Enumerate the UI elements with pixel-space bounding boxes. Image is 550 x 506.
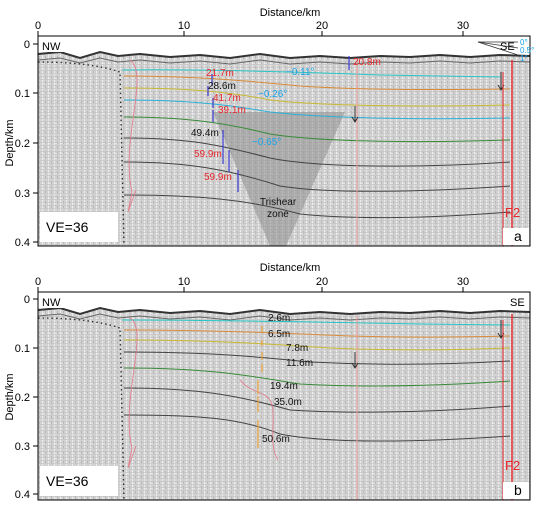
panel-a-horizon [123, 87, 511, 107]
panel-b-ve-label: VE=36 [46, 473, 89, 489]
trishear-zone-label: Trishear [260, 197, 297, 208]
x-tick-label: 30 [457, 20, 469, 32]
dip-legend-line [477, 41, 519, 49]
dip-legend-label: 1° [520, 54, 528, 63]
panel-b-horizon [123, 414, 511, 442]
panel-b-seafloor-echo [37, 313, 531, 321]
panel-b-y-axis-title: Depth/km [4, 373, 16, 420]
panel-a-horizon [123, 75, 511, 91]
throw-label: 35.0m [274, 397, 302, 408]
panel-b-seafloor [37, 306, 531, 316]
panel-b-ve-box [40, 466, 118, 496]
panel-a-panel-letter: a [514, 228, 522, 244]
panel-a-horizon [123, 137, 511, 167]
x-tick-label: 20 [316, 20, 328, 32]
throw-label: 6.5m [268, 329, 290, 340]
y-tick-label: 0 [24, 294, 30, 306]
panel-b-pink-reflector [127, 317, 138, 469]
dip-label: −0.11° [286, 67, 315, 78]
panel-a-seafloor [37, 50, 531, 60]
panel-a-horizon [123, 116, 511, 143]
x-tick-label: 0 [35, 276, 41, 288]
panel-a-nw-bg [38, 38, 68, 52]
panel-a-horizon [123, 161, 511, 192]
panel-b-acoustic-boundary [37, 317, 125, 501]
y-tick-label: 0.2 [15, 392, 30, 404]
panel-a-trishear-zone [213, 112, 345, 246]
panel-b-horizon [121, 319, 511, 326]
panel-b-se-label: SE [510, 297, 525, 309]
panel-a-x-axis-title: Distance/km [260, 7, 321, 19]
panel-a-fault-label: F2 [505, 205, 520, 220]
throw-label: 28.6m [208, 81, 236, 92]
panel-a-y-axis-title: Depth/km [4, 119, 16, 166]
dip-label: −0.26° [258, 89, 287, 100]
throw-label: 21.7m [206, 68, 234, 79]
panel-a-x-ticks: 0 10 20 30 [35, 20, 469, 36]
y-tick-label: 0.2 [15, 138, 30, 150]
panel-b-arrow-down [351, 352, 359, 369]
y-tick-label: 0.1 [15, 343, 30, 355]
throw-label: 39.1m [218, 105, 246, 116]
x-tick-label: 30 [457, 276, 469, 288]
throw-label: 49.4m [191, 128, 219, 139]
panel-b-horizon [123, 367, 511, 387]
panel-a: Distance/km 0 10 20 30 [4, 7, 534, 249]
y-tick-label: 0.4 [15, 237, 30, 249]
throw-label: 50.6m [262, 434, 290, 445]
throw-label: 20.8m [353, 57, 381, 68]
y-tick-label: 0 [24, 39, 30, 51]
dip-label: −0.65° [252, 137, 281, 148]
dip-legend-label: 0° [520, 38, 528, 47]
x-tick-label: 0 [35, 20, 41, 32]
panel-a-nw-label: NW [42, 41, 61, 53]
panel-a-pink-reflector [127, 59, 138, 213]
throw-label: 19.4m [270, 381, 298, 392]
panel-a-acoustic-boundary [37, 61, 125, 247]
panel-a-ve-box [40, 212, 118, 242]
throw-label: 41.7m [213, 93, 241, 104]
panel-a-arrow-down [351, 106, 359, 123]
trishear-zone-label: zone [267, 209, 289, 220]
panel-a-horizon [123, 194, 511, 219]
panel-b: Distance/km 0 10 20 30 [4, 262, 531, 501]
x-tick-label: 10 [178, 276, 190, 288]
panel-b-nw-bg [38, 294, 68, 308]
x-tick-label: 20 [316, 276, 328, 288]
panel-b-x-axis-title: Distance/km [260, 262, 321, 274]
throw-label: 7.8m [286, 343, 308, 354]
panel-b-pink-reflector [239, 379, 279, 461]
throw-label: 2.6m [268, 313, 290, 324]
panel-b-panel-letter: b [514, 482, 522, 498]
x-tick-label: 10 [178, 20, 190, 32]
panel-b-nw-label: NW [42, 297, 61, 309]
panel-b-letter-bg [503, 482, 529, 499]
panel-a-ve-label: VE=36 [46, 219, 89, 235]
throw-label: 11.6m [286, 358, 313, 369]
y-tick-label: 0.1 [15, 88, 30, 100]
y-tick-label: 0.4 [15, 489, 30, 501]
dip-legend-line [477, 41, 519, 56]
panel-a-horizon [123, 99, 511, 120]
panel-a-letter-bg [503, 228, 529, 245]
panel-b-horizon [123, 351, 511, 365]
panel-a-seafloor-echo [37, 57, 531, 65]
y-tick-label: 0.3 [15, 188, 30, 200]
throw-label: 59.9m [204, 172, 232, 183]
panel-b-x-ticks: 0 10 20 30 [35, 276, 469, 292]
panel-b-horizon [123, 387, 511, 413]
panel-b-horizon [123, 339, 511, 351]
y-tick-label: 0.3 [15, 441, 30, 453]
panel-b-fault-label: F2 [505, 458, 520, 473]
throw-label: 59.9m [194, 149, 222, 160]
panel-b-horizon [123, 329, 511, 338]
dip-legend-label: 0.5° [520, 46, 534, 55]
panel-a-horizon [121, 69, 501, 78]
panel-a-dip-legend: 0° 0.5° 1° [477, 38, 534, 63]
